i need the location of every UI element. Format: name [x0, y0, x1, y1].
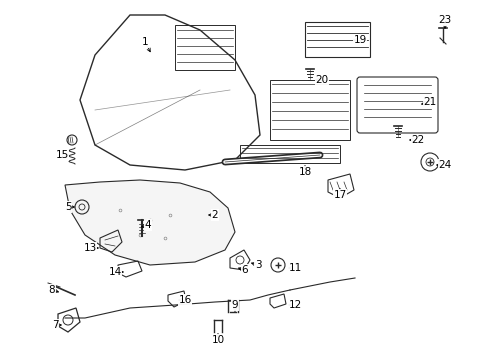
Text: 5: 5	[64, 202, 71, 212]
Text: 1: 1	[142, 37, 148, 47]
Text: 7: 7	[52, 320, 58, 330]
Text: 15: 15	[55, 150, 68, 160]
Text: 20: 20	[315, 75, 328, 85]
Text: 3: 3	[254, 260, 261, 270]
Text: 22: 22	[410, 135, 424, 145]
Text: 2: 2	[211, 210, 218, 220]
Bar	[305, 22, 369, 57]
Text: 14: 14	[108, 267, 122, 277]
Bar	[240, 145, 339, 163]
Text: 16: 16	[178, 295, 191, 305]
Text: 19: 19	[353, 35, 366, 45]
Text: 11: 11	[288, 263, 301, 273]
Text: 23: 23	[437, 15, 451, 25]
Text: 12: 12	[288, 300, 301, 310]
Text: 17: 17	[333, 190, 346, 200]
Text: 6: 6	[241, 265, 248, 275]
Text: 21: 21	[423, 97, 436, 107]
Bar	[269, 80, 349, 140]
Text: 9: 9	[231, 300, 238, 310]
Text: 8: 8	[49, 285, 55, 295]
Text: 4: 4	[144, 220, 151, 230]
Text: 24: 24	[437, 160, 451, 170]
Text: 18: 18	[298, 167, 311, 177]
Text: 13: 13	[83, 243, 97, 253]
Polygon shape	[65, 180, 235, 265]
Text: 10: 10	[211, 335, 224, 345]
Bar	[175, 25, 235, 70]
